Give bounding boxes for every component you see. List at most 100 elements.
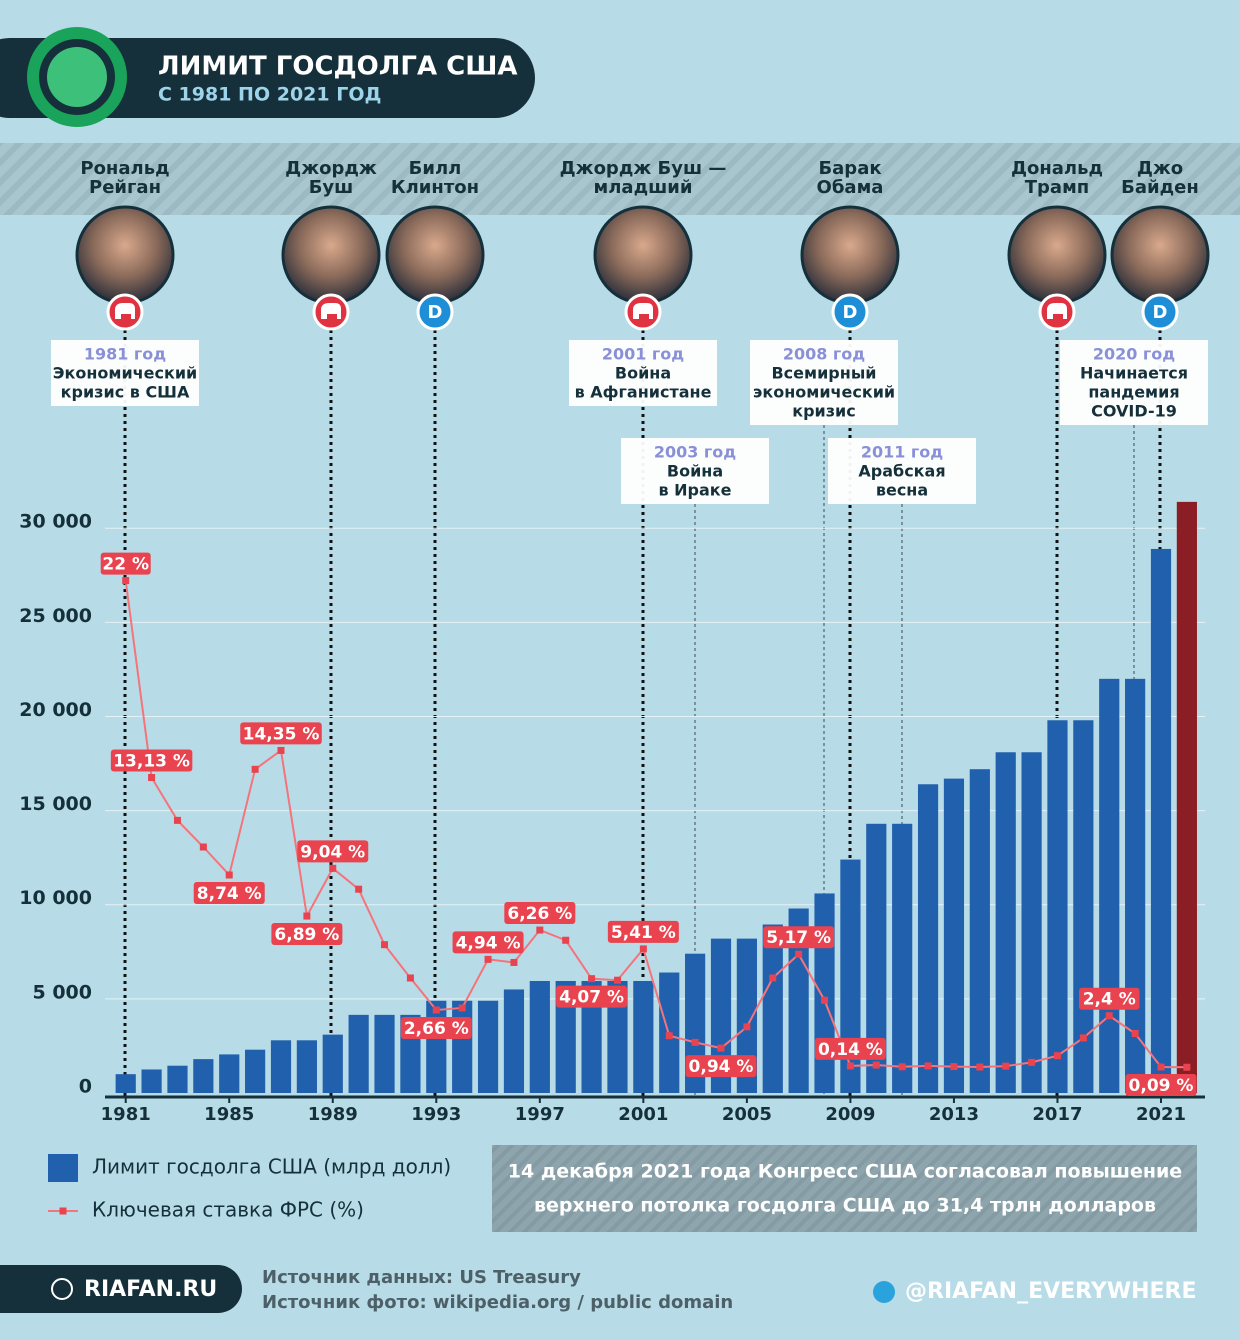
president-name: Дональд [1011,158,1103,179]
rate-label: 13,13 % [113,752,190,772]
title: ЛИМИТ ГОСДОЛГА США [158,52,517,82]
president-name: Билл [409,158,462,179]
event-text: пандемия [1088,383,1179,402]
event-text: Всемирный [771,364,876,383]
rate-marker [872,1061,880,1069]
y-tick-label: 20 000 [19,699,92,721]
rate-marker [769,974,777,982]
bar [296,1040,317,1093]
event-text: Экономический [53,364,198,383]
rate-marker [1079,1034,1087,1042]
event-year: 2003 год [654,443,736,462]
rate-label-bg [1078,987,1140,1010]
bar [840,859,861,1093]
rate-marker [613,976,621,984]
president-name: Рейган [89,177,161,198]
event-text: кризис в США [61,383,190,402]
event-text: Война [615,364,671,383]
bar [322,1034,343,1093]
rate-label-bg [271,923,343,946]
rate-label-bg [193,881,265,904]
event-year: 2020 год [1093,345,1175,364]
bar [555,980,576,1093]
rate-marker [562,936,570,944]
bar [141,1069,162,1093]
bar [270,1040,292,1093]
event-box [51,340,199,406]
rate-label: 6,26 % [507,904,572,924]
rate-marker [717,1044,725,1052]
rate-marker [225,871,233,879]
event-text: кризис [792,402,856,421]
president-name: Клинтон [391,177,479,198]
rate-marker [1157,1063,1165,1071]
event-year: 2011 год [861,443,943,462]
rate-marker [1002,1062,1010,1070]
note-text: верхнего потолка госдолга США до 31,4 тр… [534,1195,1156,1217]
president-name: Трамп [1025,177,1089,198]
x-tick-label: 1985 [204,1104,254,1125]
rate-marker [251,765,259,773]
bar [917,784,939,1093]
rate-marker [536,926,544,934]
rate-marker [510,958,518,966]
note-box [492,1145,1197,1232]
bar [477,1000,499,1093]
rate-marker [277,746,285,754]
rate-marker [795,950,803,958]
bar [814,893,835,1093]
rate-marker [665,1032,673,1040]
subtitle: С 1981 ПО 2021 ГОД [158,84,381,106]
bar [193,1059,214,1093]
event-year: 2008 год [783,345,865,364]
bar [762,924,783,1093]
event-box [828,438,976,504]
bar [245,1049,266,1093]
legend-marker [59,1207,67,1215]
president-name: Джо [1137,158,1183,179]
rate-marker [1053,1052,1061,1060]
event-text: Начинается [1080,364,1188,383]
bar [581,980,602,1093]
party-mark: D [843,302,858,323]
rate-marker [1183,1063,1191,1071]
names-band [0,143,1240,215]
telegram-handle: @RIAFAN_EVERYWHERE [905,1279,1197,1304]
event-text: экономический [753,383,895,402]
rate-label: 9,04 % [300,842,365,862]
bar [167,1065,188,1093]
rate-marker [1028,1058,1036,1066]
rate-label: 14,35 % [243,724,320,744]
bar [1176,501,1197,1093]
y-tick-label: 15 000 [19,793,92,815]
bar [115,1074,136,1093]
president-photo [800,205,900,305]
rate-marker [329,864,337,872]
president-name: Буш [309,177,354,198]
bar [788,908,809,1093]
elephant-icon [1047,303,1067,319]
rate-label-bg [110,749,193,772]
president-name: Джордж Буш — [560,158,727,179]
x-tick-label: 2017 [1032,1104,1082,1125]
y-tick-label: 5 000 [33,981,93,1003]
rate-marker [898,1063,906,1071]
x-tick-label: 2005 [722,1104,772,1125]
president-name: Рональд [80,158,169,179]
rate-label: 4,07 % [559,988,624,1008]
note-text: 14 декабря 2021 года Конгресс США соглас… [508,1161,1182,1183]
event-year: 2001 год [602,345,684,364]
president-photo [1007,205,1107,305]
president-photo [75,205,175,305]
rate-marker [743,1023,751,1031]
event-text: в Ираке [658,481,731,500]
rate-marker [1105,1012,1113,1020]
rate-marker [691,1038,699,1046]
president-name: Барак [818,158,881,179]
party-mark: D [428,302,443,323]
rate-label: 4,94 % [456,933,521,953]
event-text: в Афганистане [575,383,712,402]
rate-marker [458,1004,466,1012]
bar [633,980,654,1093]
event-text: COVID-19 [1091,402,1177,421]
